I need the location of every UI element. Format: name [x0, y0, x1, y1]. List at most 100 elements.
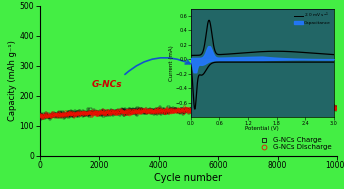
Point [268, 106, 273, 109]
Point [228, 106, 234, 109]
Point [225, 107, 230, 110]
Point [214, 108, 219, 111]
Point [136, 109, 141, 112]
Point [130, 108, 136, 111]
Point [98, 112, 103, 115]
Point [273, 110, 279, 113]
Point [93, 112, 99, 115]
Point [239, 108, 244, 111]
Point [298, 109, 304, 112]
Point [94, 114, 99, 117]
Point [69, 113, 75, 116]
Point [106, 110, 112, 113]
Point [194, 110, 200, 113]
Point [223, 109, 228, 112]
Point [282, 107, 288, 110]
Point [276, 106, 282, 109]
Point [64, 113, 69, 116]
Point [243, 110, 248, 113]
Point [210, 109, 216, 112]
Point [300, 106, 306, 109]
Point [75, 112, 80, 115]
Point [266, 107, 272, 110]
Point [114, 110, 120, 113]
Point [291, 109, 297, 112]
Point [328, 106, 334, 109]
Point [304, 108, 310, 111]
Point [279, 107, 285, 110]
Point [269, 104, 274, 107]
Point [211, 107, 217, 110]
Point [245, 106, 250, 109]
Point [182, 110, 187, 113]
Point [164, 109, 169, 112]
Point [327, 106, 333, 109]
Point [313, 108, 319, 111]
Point [80, 114, 86, 117]
Point [144, 110, 150, 113]
Point [38, 118, 44, 121]
Point [159, 111, 164, 114]
Point [132, 109, 137, 112]
Point [257, 109, 263, 112]
Point [139, 109, 144, 112]
Point [62, 113, 67, 116]
Point [309, 106, 315, 109]
Point [205, 108, 211, 112]
Point [297, 108, 302, 111]
Point [111, 112, 116, 115]
Point [249, 107, 254, 110]
Point [221, 107, 227, 110]
Point [135, 108, 140, 112]
Point [86, 111, 92, 114]
Point [115, 110, 120, 113]
Point [42, 116, 47, 119]
Point [146, 109, 152, 112]
Point [99, 111, 104, 114]
Point [39, 114, 44, 117]
Point [255, 109, 260, 112]
Point [319, 110, 324, 113]
Point [202, 111, 208, 114]
Point [195, 111, 200, 114]
Point [52, 115, 58, 118]
Point [113, 111, 119, 114]
Point [327, 108, 333, 111]
Point [325, 104, 330, 107]
Point [37, 115, 42, 118]
Point [53, 113, 58, 116]
Point [169, 108, 175, 111]
Point [84, 112, 89, 115]
Point [261, 109, 267, 112]
Point [81, 111, 86, 114]
Point [200, 108, 205, 111]
Point [123, 112, 129, 115]
Point [254, 107, 260, 110]
Point [116, 111, 121, 114]
Point [299, 109, 305, 112]
Point [285, 106, 290, 109]
Point [191, 110, 197, 113]
Point [281, 109, 286, 112]
Point [253, 105, 258, 108]
Point [84, 111, 89, 114]
Point [45, 114, 50, 117]
Point [38, 115, 44, 118]
Point [222, 108, 228, 111]
Point [191, 108, 196, 111]
Point [112, 112, 117, 115]
Point [285, 109, 291, 112]
Point [206, 105, 211, 108]
Point [42, 113, 47, 116]
Point [120, 109, 126, 112]
Point [115, 110, 121, 113]
Point [146, 111, 152, 114]
Point [129, 109, 134, 112]
Point [220, 106, 225, 109]
Point [138, 110, 143, 113]
Point [205, 108, 210, 111]
Point [222, 107, 227, 110]
Point [295, 108, 301, 111]
Point [109, 109, 115, 112]
Point [40, 114, 46, 117]
